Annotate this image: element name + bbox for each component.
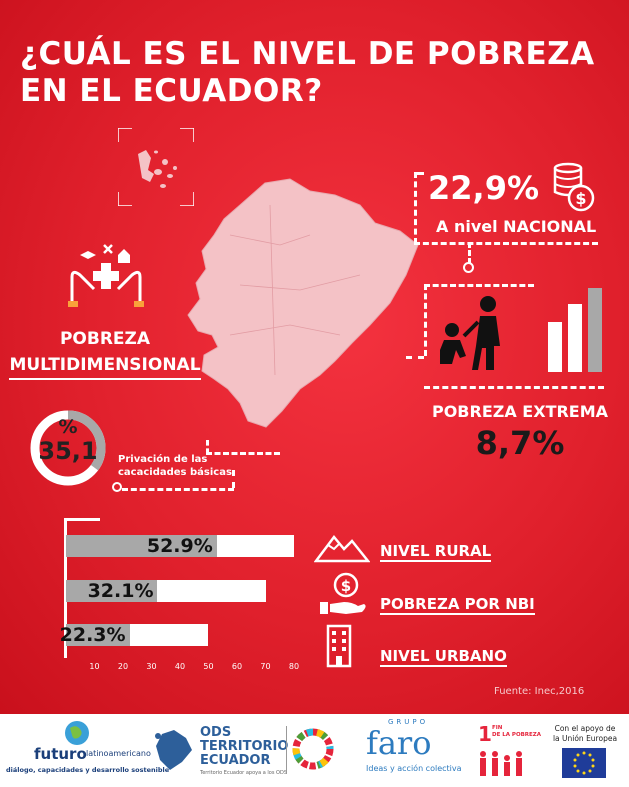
legend-nbi: POBREZA POR NBI bbox=[380, 595, 535, 615]
national-bracket-v bbox=[414, 172, 417, 244]
gauge-caption: Privación de las cacacidades básicas bbox=[118, 454, 232, 478]
futuro-logo: futuro bbox=[34, 745, 87, 763]
multidimensional-label: POBREZA MULTIDIMENSIONAL bbox=[0, 326, 210, 380]
x-tick-label: 10 bbox=[89, 662, 100, 671]
bar-track: 32.1% bbox=[66, 580, 266, 602]
gauge-connector bbox=[122, 488, 234, 491]
national-bracket-top bbox=[414, 172, 424, 175]
sdg-wheel-icon bbox=[292, 728, 334, 770]
sdg1-text: FIN DE LA POBREZA bbox=[492, 725, 542, 738]
page-title: ¿CUÁL ES EL NIVEL DE POBREZA EN EL ECUAD… bbox=[20, 36, 595, 109]
extreme-bracket-bottom bbox=[424, 386, 604, 389]
eu-support-text: Con el apoyo de la Unión Europea bbox=[552, 724, 618, 743]
futuro-globe-icon bbox=[65, 721, 89, 745]
national-connector bbox=[468, 242, 471, 264]
money-hand-icon: $ bbox=[320, 572, 366, 614]
map-connector-stub bbox=[206, 440, 209, 454]
footer-logos: futuro latinoamericano diálogo, capacida… bbox=[0, 714, 629, 787]
extreme-bracket-top bbox=[424, 284, 534, 287]
ods-small: Territorio Ecuador apoya a los ODS bbox=[200, 770, 287, 776]
bar-track: 52.9% bbox=[66, 535, 294, 557]
bar-value-label: 22.3% bbox=[59, 624, 126, 646]
connector-dot bbox=[463, 262, 474, 273]
infographic: ¿CUÁL ES EL NIVEL DE POBREZA EN EL ECUAD… bbox=[0, 0, 629, 714]
coins-icon: $ bbox=[553, 162, 595, 212]
faro-logo: faro bbox=[366, 724, 432, 762]
legend-rural: NIVEL RURAL bbox=[380, 542, 492, 562]
bar-value-label: 32.1% bbox=[87, 580, 154, 602]
bar bbox=[66, 580, 158, 602]
sdg1-number: 1 bbox=[478, 722, 492, 746]
people-icon bbox=[440, 296, 500, 370]
x-tick-label: 70 bbox=[260, 662, 271, 671]
extreme-bracket-stub bbox=[406, 356, 424, 359]
gauge-symbol: % bbox=[58, 416, 78, 438]
ecuador-logo-icon bbox=[155, 730, 192, 770]
futuro-sub: latinoamericano bbox=[86, 749, 151, 758]
svg-text:$: $ bbox=[341, 577, 351, 595]
legend-urban: NIVEL URBANO bbox=[380, 647, 507, 667]
gauge-arc bbox=[30, 410, 106, 486]
bar bbox=[66, 535, 217, 557]
gauge-ring bbox=[30, 410, 106, 486]
x-tick-label: 60 bbox=[231, 662, 243, 671]
extreme-value: 8,7% bbox=[475, 424, 565, 462]
sdg1-people-icon bbox=[480, 751, 522, 776]
gauge-value: 35,1 bbox=[38, 437, 98, 465]
bar-track: 22.3% bbox=[60, 624, 208, 646]
national-value: 22,9% bbox=[428, 169, 540, 207]
x-tick-label: 40 bbox=[174, 662, 186, 671]
building-icon bbox=[326, 624, 352, 668]
map-connector-v bbox=[232, 470, 235, 488]
x-tick-label: 20 bbox=[117, 662, 129, 671]
extreme-label: POBREZA EXTREMA bbox=[431, 402, 609, 421]
ecuador-map bbox=[187, 178, 419, 428]
extreme-bracket-left bbox=[424, 284, 427, 356]
futuro-tagline: diálogo, capacidades y desarrollo sosten… bbox=[6, 766, 170, 774]
ods-logo: ODS TERRITORIO ECUADOR bbox=[200, 725, 289, 768]
mountain-icon bbox=[314, 534, 370, 563]
connector-dot bbox=[112, 482, 122, 492]
svg-text:$: $ bbox=[575, 189, 586, 208]
x-tick-label: 50 bbox=[203, 662, 214, 671]
x-tick-label: 80 bbox=[288, 662, 300, 671]
bar-growth-icon bbox=[548, 288, 602, 372]
faro-top: GRUPO bbox=[388, 718, 429, 726]
multidimensional-icon bbox=[68, 244, 144, 307]
eu-flag-icon bbox=[562, 748, 606, 778]
faro-tagline: Ideas y acción colectiva bbox=[366, 764, 462, 773]
national-bracket-bottom bbox=[414, 242, 598, 245]
galapagos-inset bbox=[118, 128, 194, 206]
bar bbox=[66, 624, 130, 646]
chart-axis-top bbox=[64, 518, 100, 521]
bar-value-label: 52.9% bbox=[146, 535, 213, 557]
national-label: A nivel NACIONAL bbox=[436, 217, 597, 236]
chart-axis-line bbox=[64, 518, 67, 658]
source-note: Fuente: Inec,2016 bbox=[494, 686, 585, 697]
map-connector-h bbox=[206, 452, 280, 455]
x-tick-label: 30 bbox=[146, 662, 157, 671]
divider bbox=[286, 726, 287, 774]
